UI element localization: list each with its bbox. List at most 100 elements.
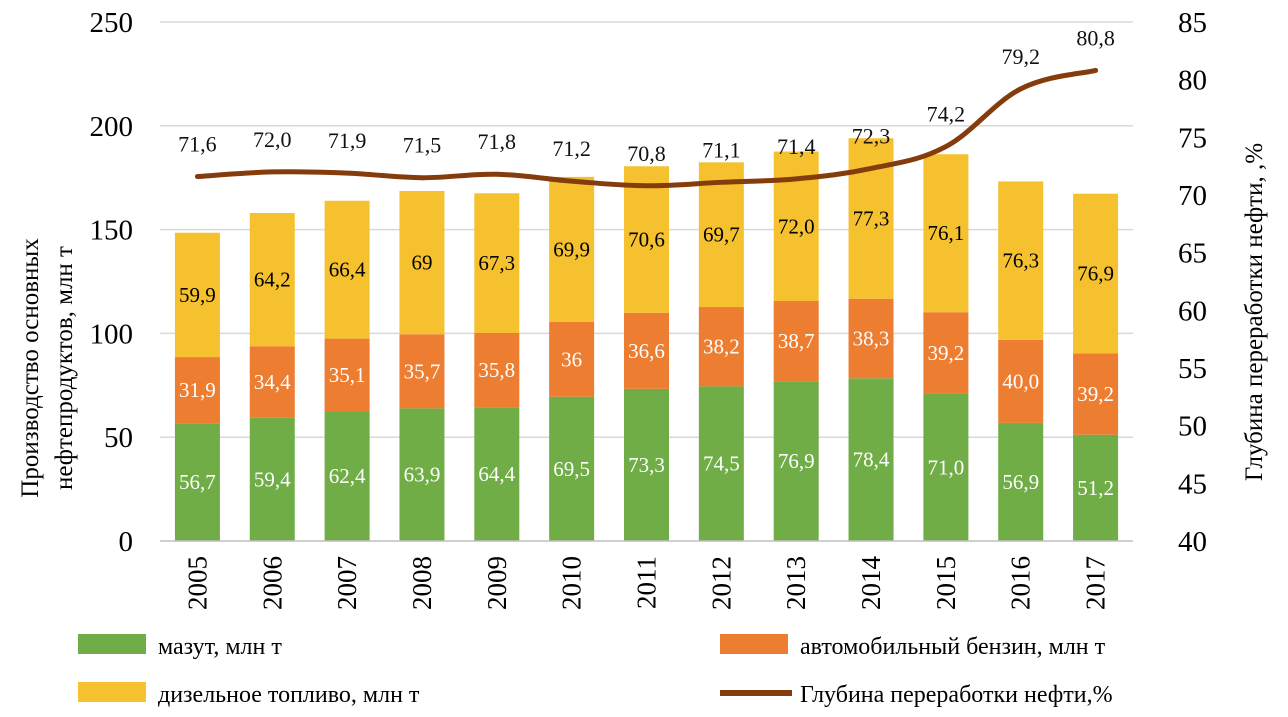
legend-label: мазут, млн т: [158, 634, 282, 660]
bar-data-label: 76,1: [928, 221, 965, 245]
bar-segment: [249, 417, 295, 541]
bar-segment: [174, 357, 220, 424]
x-tick-label: 2009: [482, 556, 512, 610]
bar-data-label: 62,4: [329, 464, 366, 488]
y-right-tick-label: 80: [1178, 65, 1207, 97]
legend-swatch: [78, 682, 146, 702]
bar-data-label: 31,9: [179, 378, 216, 402]
bar-data-label: 78,4: [853, 448, 890, 472]
bar-data-label: 38,3: [853, 326, 890, 350]
line-data-label: 72,0: [253, 127, 292, 152]
line-data-label: 80,8: [1076, 25, 1115, 50]
bar-segment: [474, 407, 520, 541]
bar-data-label: 69,9: [553, 237, 590, 261]
bar-data-label: 34,4: [254, 370, 291, 394]
bar-data-label: 38,2: [703, 335, 740, 359]
y-right-tick-label: 60: [1178, 295, 1207, 327]
bar-data-label: 63,9: [404, 463, 441, 487]
line-data-label: 70,8: [627, 141, 666, 166]
y-left-tick-label: 250: [90, 7, 134, 39]
bar-segment: [624, 166, 669, 313]
y-left-tick-label: 100: [90, 318, 134, 350]
bar-data-label: 56,7: [179, 470, 216, 494]
legend-swatch: [720, 634, 788, 654]
bar-segment: [249, 212, 295, 347]
bar-data-label: 72,0: [778, 214, 815, 238]
bars-layer: 56,7 31,9 59,9 59,4 34,4 64,2 62,4 35,1 66,4 63,9…: [174, 138, 1119, 541]
y-right-tick-label: 45: [1178, 468, 1207, 500]
y-left-tick-label: 200: [90, 111, 134, 143]
bar-data-label: 40,0: [1002, 369, 1039, 393]
bar-segment: [698, 307, 744, 387]
line-layer: 71,6 72,0 71,9 71,5 71,8 71,2 70,8 71,1 71,4 72,3…: [178, 25, 1115, 189]
legend-label: Глубина переработки нефти,%: [800, 682, 1113, 708]
bar-segment: [1073, 193, 1119, 354]
y-right-tick-label: 40: [1178, 526, 1207, 558]
bar-segment: [324, 338, 370, 412]
bar-segment: [399, 334, 445, 409]
bar-data-label: 36,6: [628, 339, 665, 363]
bar-data-label: 39,2: [928, 341, 965, 365]
legend-label: дизельное топливо, млн т: [158, 682, 420, 708]
line-data-label: 71,4: [777, 134, 816, 159]
line-data-label: 71,5: [403, 133, 442, 158]
bar-data-label: 69: [411, 251, 432, 275]
bar-segment: [698, 386, 744, 541]
x-tick-label: 2013: [781, 556, 811, 610]
bar-segment: [249, 346, 295, 418]
bar-segment: [324, 411, 370, 541]
y-right-axis-title: Глубина переработки нефти, ,%: [1241, 143, 1268, 481]
bar-data-label: 67,3: [478, 251, 515, 275]
y-left-tick-label: 150: [90, 215, 134, 247]
line-data-label: 71,6: [178, 132, 217, 157]
bar-data-label: 74,5: [703, 452, 740, 476]
line-data-label: 74,2: [927, 102, 966, 127]
bar-data-label: 76,9: [778, 449, 815, 473]
bar-segment: [624, 312, 669, 389]
bar-segment: [1073, 434, 1119, 541]
bar-segment: [998, 181, 1044, 340]
bar-segment: [923, 393, 969, 541]
bar-data-label: 66,4: [329, 258, 366, 282]
line-data-label: 71,2: [552, 136, 591, 161]
x-tick-label: 2011: [632, 556, 662, 609]
bar-data-label: 77,3: [853, 206, 890, 230]
y-left-axis-title-line: Производство основных: [17, 238, 44, 498]
bar-segment: [923, 154, 969, 313]
bar-segment: [848, 378, 894, 541]
bar-data-label: 69,7: [703, 223, 740, 247]
y-right-tick-label: 85: [1178, 7, 1207, 39]
line-series-depth: [194, 67, 1099, 189]
line-data-label: 71,8: [478, 129, 517, 154]
bar-data-label: 59,9: [179, 283, 216, 307]
bar-segment: [998, 422, 1044, 541]
bar-segment: [474, 193, 520, 333]
y-right-tick-label: 65: [1178, 238, 1207, 270]
bar-data-label: 36: [561, 347, 582, 371]
line-data-label: 79,2: [1001, 44, 1040, 69]
y-left-tick-label: 50: [104, 422, 133, 454]
bar-segment: [399, 408, 445, 541]
bar-segment: [1073, 353, 1119, 435]
y-right-tick-label: 55: [1178, 353, 1207, 385]
x-tick-label: 2006: [257, 556, 287, 610]
x-tick-label: 2015: [931, 556, 961, 610]
bar-segment: [174, 232, 220, 358]
y-right-tick-label: 70: [1178, 180, 1207, 212]
x-tick-label: 2016: [1006, 556, 1036, 610]
x-tick-label: 2017: [1081, 556, 1111, 610]
bar-segment: [998, 339, 1044, 423]
y-left-axis-title: Производство основных нефтепродуктов, млн…: [17, 238, 78, 498]
bar-segment: [549, 396, 595, 541]
bar-data-label: 59,4: [254, 467, 291, 491]
x-tick-label: 2014: [856, 556, 886, 611]
legend-label: автомобильный бензин, млн т: [800, 634, 1106, 660]
bar-data-label: 64,4: [478, 462, 515, 486]
bar-data-label: 39,2: [1077, 382, 1114, 406]
y-left-axis-title-line: нефтепродуктов, млн т: [51, 246, 78, 490]
bar-segment: [848, 298, 894, 379]
bar-data-label: 35,8: [478, 358, 515, 382]
bar-data-label: 70,6: [628, 228, 665, 252]
